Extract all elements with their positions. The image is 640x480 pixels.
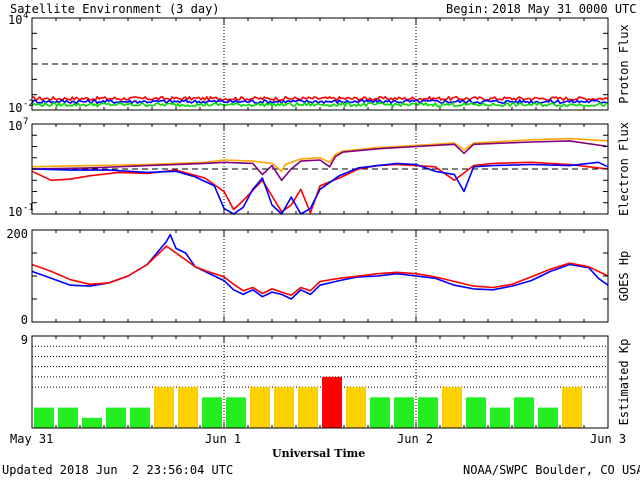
electron-y-tick-base-min: 10 [8, 205, 22, 219]
proton-panel-frame [31, 17, 609, 111]
updated-timestamp: Updated 2018 Jun 2 23:56:04 UTC [2, 463, 234, 477]
kp-bar [178, 387, 198, 428]
kp-y-tick-label: 9 [21, 333, 28, 347]
goes_hp-series-0 [31, 233, 609, 300]
x-axis-title: Universal Time [272, 447, 366, 460]
proton-series-1 [31, 98, 609, 105]
electron-y-tick-exp-max: 7 [23, 117, 28, 127]
goes_hp-series-1 [31, 245, 609, 297]
goes_hp-y-axis-label: GOES Hp [617, 251, 631, 302]
kp-bar [466, 397, 486, 428]
goes_hp-y-tick-label: 0 [21, 313, 28, 327]
kp-bar [370, 397, 390, 428]
kp-bar [226, 397, 246, 428]
x-tick-label-jun2: Jun 2 [397, 432, 434, 446]
electron-series-2 [31, 161, 609, 214]
source-credit: NOAA/SWPC Boulder, CO USA [463, 463, 640, 477]
proton-y-tick-base-min: 10 [8, 101, 22, 115]
goes_hp-panel-frame [31, 229, 609, 323]
kp-bar [346, 387, 366, 428]
goes_hp-y-tick-label: 200 [6, 227, 28, 241]
x-tick-label-jun1: Jun 1 [205, 432, 242, 446]
kp-bar [82, 417, 102, 428]
kp-bar [274, 387, 294, 428]
kp-bar [538, 407, 558, 428]
kp-bar [106, 407, 126, 428]
kp-bar [394, 397, 414, 428]
chart-title: Satellite Environment (3 day) [10, 2, 220, 16]
kp-y-axis-label: Estimated Kp [617, 339, 631, 426]
x-tick-label-jun3: Jun 3 [590, 432, 627, 446]
kp-bar [202, 397, 222, 428]
proton-series-2 [31, 102, 608, 108]
kp-bar [322, 376, 342, 428]
kp-bar [154, 387, 174, 428]
kp-bar [514, 397, 534, 428]
kp-bar [298, 387, 318, 428]
kp-bar [250, 387, 270, 428]
kp-bar [418, 397, 438, 428]
proton-series-0 [31, 95, 609, 102]
proton-y-tick-base-max: 10 [8, 13, 22, 27]
electron-series-0 [31, 137, 609, 173]
proton-y-tick-exp-max: 4 [23, 11, 28, 21]
kp-bar [34, 407, 54, 428]
kp-bar [562, 387, 582, 428]
electron-series-3 [31, 161, 609, 215]
electron-y-axis-label: Electron Flux [617, 122, 631, 216]
electron-panel-frame [31, 123, 609, 215]
kp-bar [58, 407, 78, 428]
begin-value: 2018 May 31 0000 UTC [492, 2, 637, 16]
begin-label: Begin: [446, 2, 490, 16]
proton-y-tick-exp-min: -2 [23, 99, 34, 109]
x-tick-label-may31: May 31 [10, 432, 54, 446]
kp-bar [130, 407, 150, 428]
electron-y-tick-base-max: 10 [8, 119, 22, 133]
proton-y-axis-label: Proton Flux [617, 24, 631, 103]
kp-bar [442, 387, 462, 428]
electron-y-tick-exp-min: -1 [23, 203, 34, 213]
kp-bar [490, 407, 510, 428]
electron-series-1 [31, 140, 609, 182]
